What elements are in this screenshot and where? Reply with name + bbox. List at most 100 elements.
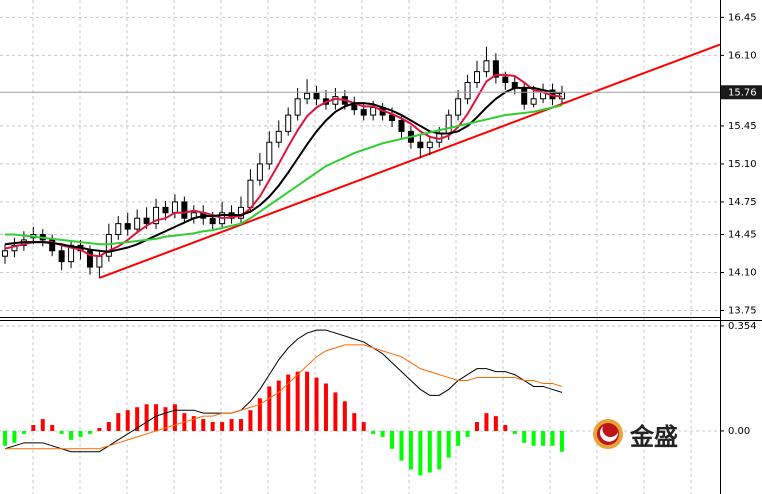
histogram-bar: [512, 430, 517, 434]
histogram-bar: [456, 430, 461, 446]
indicator-line: [4, 329, 563, 453]
candle-body: [11, 244, 18, 252]
y-tick-label: 14.45: [728, 229, 757, 240]
y-tick-label: 0.00: [728, 426, 750, 437]
histogram-bar: [493, 416, 498, 431]
candle-body: [162, 206, 169, 214]
histogram-bar: [59, 430, 64, 434]
histogram-bar: [427, 430, 432, 473]
candle-body: [86, 250, 93, 268]
histogram-bar: [559, 430, 564, 452]
histogram-bar: [78, 430, 83, 437]
y-tick-label: 13.75: [728, 305, 757, 316]
histogram-bar: [3, 430, 7, 446]
candle-body: [502, 76, 509, 84]
candle-body: [68, 244, 75, 263]
candle-body: [115, 223, 122, 235]
candle-body: [256, 163, 263, 181]
trendline: [99, 43, 721, 279]
candle-body: [464, 82, 471, 100]
candle-body: [96, 255, 103, 268]
candle-body: [521, 87, 528, 105]
histogram-bar: [239, 419, 243, 431]
candle-body: [105, 233, 112, 257]
histogram-bar: [135, 407, 140, 431]
candle-body: [483, 60, 490, 73]
histogram-bar: [314, 377, 319, 431]
histogram-bar: [257, 398, 262, 431]
histogram-bar: [276, 380, 281, 431]
histogram-bar: [21, 430, 26, 434]
histogram-bar: [97, 427, 102, 431]
histogram-bar: [503, 425, 508, 431]
candle-body: [360, 109, 367, 116]
candle-body: [58, 250, 65, 263]
indicator-line: [5, 104, 563, 246]
histogram-bar: [154, 404, 159, 431]
candle-body: [2, 250, 8, 257]
histogram-bar: [342, 401, 347, 431]
histogram-bar: [163, 407, 168, 431]
candle-body: [124, 223, 131, 230]
candle-body: [304, 92, 311, 100]
indicator-line: [4, 73, 563, 258]
logo: 金盛: [593, 419, 678, 451]
histogram-bar: [323, 383, 328, 431]
candle-body: [398, 120, 405, 132]
candle-body: [530, 98, 537, 105]
histogram-bar: [229, 419, 234, 431]
histogram-bar: [361, 422, 366, 431]
histogram-bar: [40, 419, 45, 431]
candle-body: [426, 141, 433, 149]
histogram-bar: [418, 430, 423, 476]
histogram-bar: [475, 422, 479, 431]
histogram-bar: [69, 430, 74, 440]
y-tick-label: 15.45: [728, 121, 757, 132]
histogram-bar: [437, 430, 442, 470]
candle-body: [266, 141, 273, 165]
histogram-bar: [522, 430, 527, 443]
candle-body: [455, 98, 462, 116]
histogram-bar: [390, 430, 395, 449]
histogram-bar: [541, 430, 546, 446]
histogram-bar: [31, 425, 36, 431]
histogram-bar: [295, 371, 300, 431]
histogram-bar: [201, 419, 206, 431]
candle-body: [474, 71, 480, 84]
y-tick-label: 15.10: [728, 159, 757, 170]
histogram-bar: [380, 430, 385, 437]
candle-body: [247, 179, 254, 208]
histogram-bar: [12, 430, 17, 443]
histogram-bar: [106, 422, 111, 431]
candle-body: [209, 217, 216, 225]
logo-swirl: [600, 426, 619, 442]
candle-body: [313, 92, 320, 100]
candle-body: [417, 141, 424, 149]
histogram-bar: [408, 430, 413, 470]
indicator-line: [5, 344, 563, 450]
histogram-bar: [465, 430, 470, 437]
candle-body: [351, 103, 358, 111]
logo-text: 金盛: [629, 423, 678, 451]
candle-body: [181, 201, 188, 219]
y-tick-label: 14.10: [728, 267, 757, 278]
indicator-line: [4, 86, 563, 253]
y-tick-label: 16.45: [728, 12, 757, 23]
histogram-bar: [87, 430, 92, 434]
candle-body: [294, 98, 301, 116]
candle-body: [153, 206, 160, 225]
candle-body: [49, 239, 56, 252]
last-price-box: [721, 85, 762, 100]
histogram-bar: [50, 425, 55, 431]
candle-body: [134, 217, 141, 230]
histogram-bar: [333, 392, 338, 431]
histogram-bar: [220, 422, 225, 431]
candle-body: [492, 60, 499, 78]
histogram-bar: [248, 410, 253, 431]
histogram-bar: [531, 430, 536, 446]
histogram-bar: [399, 430, 404, 461]
histogram-bar: [550, 430, 555, 446]
candle-body: [171, 201, 178, 214]
histogram-bar: [305, 371, 310, 431]
